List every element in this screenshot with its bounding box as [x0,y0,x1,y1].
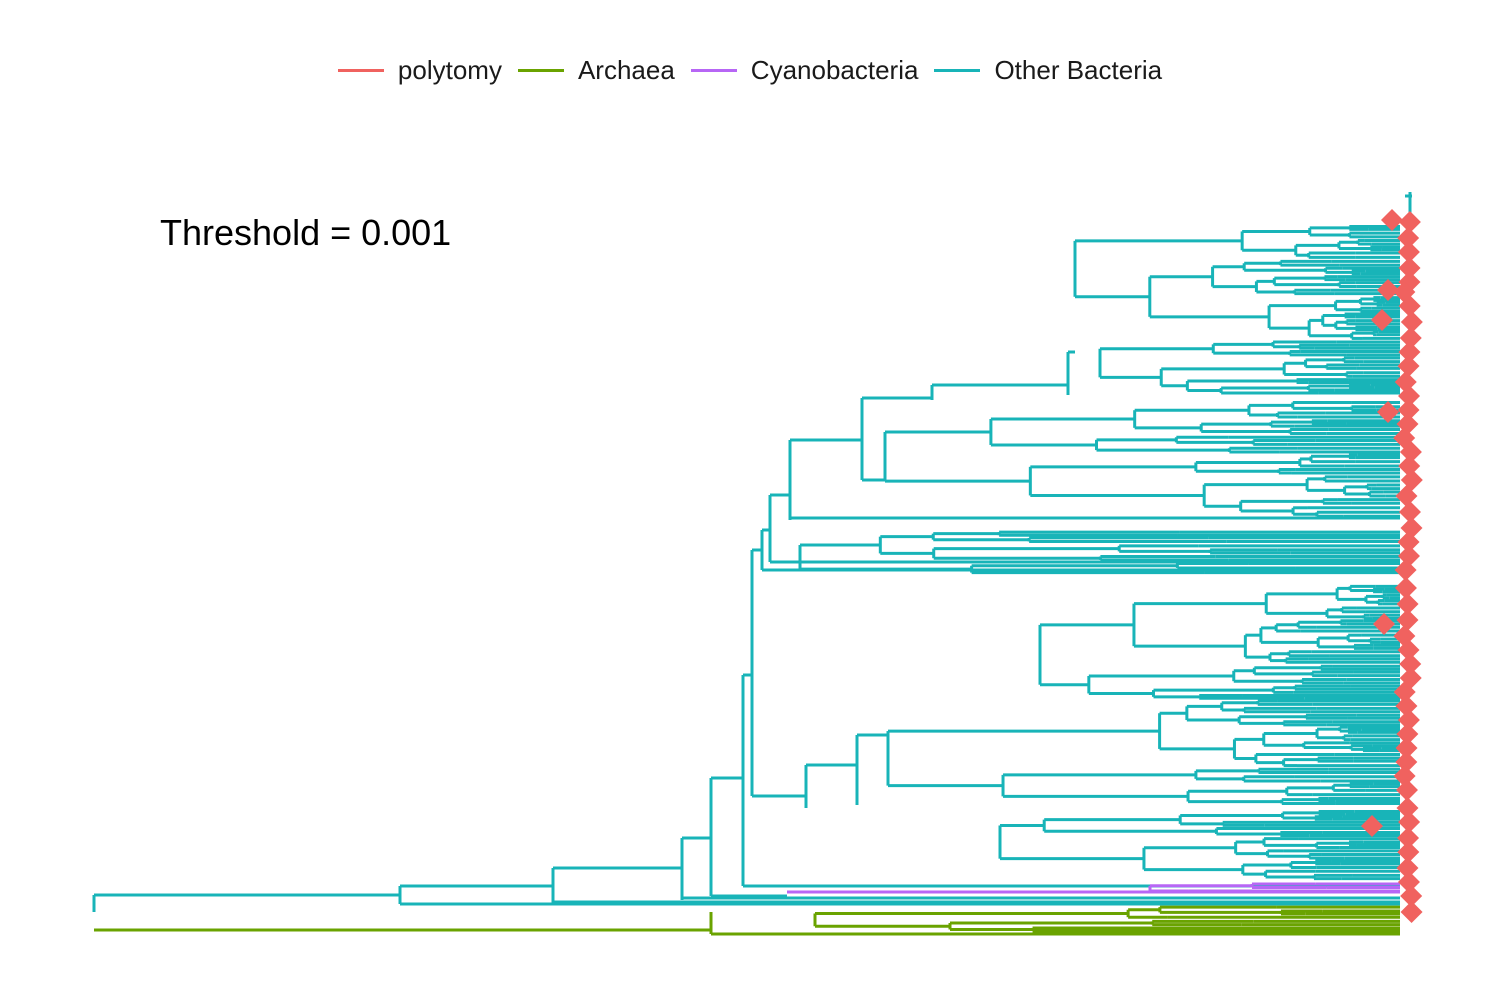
polytomy-marker [1395,695,1418,717]
cyanobacteria-branches [787,882,1400,894]
legend: polytomy Archaea Cyanobacteria Other Bac… [0,50,1500,90]
legend-item-other-bacteria: Other Bacteria [934,55,1162,86]
polytomy-marker [1397,827,1420,849]
polytomy-marker [1400,517,1423,539]
polytomy-marker [1398,811,1421,833]
polytomy-marker [1396,797,1419,819]
legend-label-cyanobacteria: Cyanobacteria [750,54,919,85]
polytomy-marker [1393,765,1416,787]
threshold-annotation: Threshold = 0.001 [160,212,452,253]
polytomy-marker [1394,577,1417,599]
other-bacteria-branches [92,192,1412,912]
polytomy-marker [1399,441,1422,463]
polytomy-marker [1396,609,1419,631]
polytomy-marker [1395,779,1418,801]
polytomy-marker [1397,871,1420,893]
polytomy-marker [1395,485,1418,507]
polytomy-marker [1398,211,1421,233]
polytomy-marker [1400,311,1423,333]
polytomy-marker [1393,681,1416,703]
polytomy-marker [1394,559,1417,581]
polytomy-marker [1396,593,1419,615]
polytomy-marker [1381,209,1403,231]
legend-key-other-bacteria [934,68,981,72]
polytomy-marker [1397,639,1420,661]
polytomy-marker [1377,401,1399,423]
polytomy-marker [1397,227,1420,249]
legend-key-polytomy [337,68,384,72]
polytomy-marker [1397,355,1420,377]
legend-key-archaea [517,68,564,72]
polytomy-marker [1399,653,1422,675]
polytomy-marker [1373,613,1395,635]
polytomy-marker [1398,341,1421,363]
polytomy-marker [1397,241,1420,263]
polytomy-marker [1395,751,1418,773]
polytomy-marker [1398,295,1421,317]
legend-label-polytomy: polytomy [397,54,502,85]
polytomy-marker [1397,709,1420,731]
polytomy-marker [1396,857,1419,879]
legend-label-archaea: Archaea [577,54,675,85]
polytomy-marker [1397,531,1420,553]
legend-key-cyanobacteria [690,68,737,72]
polytomy-marker [1396,723,1419,745]
legend-item-archaea: Archaea [517,54,675,86]
polytomy-marker [1377,279,1399,301]
polytomy-marker [1400,885,1423,907]
polytomy-marker [1371,309,1393,331]
archaea-branches [94,905,1400,936]
polytomy-markers [1361,209,1423,923]
polytomy-marker [1397,841,1420,863]
polytomy-marker [1397,399,1420,421]
polytomy-marker [1398,455,1421,477]
polytomy-marker [1400,901,1423,923]
polytomy-marker [1361,815,1383,837]
polytomy-marker [1398,257,1421,279]
polytomy-marker [1398,385,1421,407]
legend-label-other-bacteria: Other Bacteria [994,54,1163,85]
legend-item-polytomy: polytomy [337,54,502,86]
polytomy-marker [1398,501,1421,523]
polytomy-marker [1399,327,1422,349]
polytomy-marker [1395,737,1418,759]
legend-item-cyanobacteria: Cyanobacteria [690,54,919,86]
